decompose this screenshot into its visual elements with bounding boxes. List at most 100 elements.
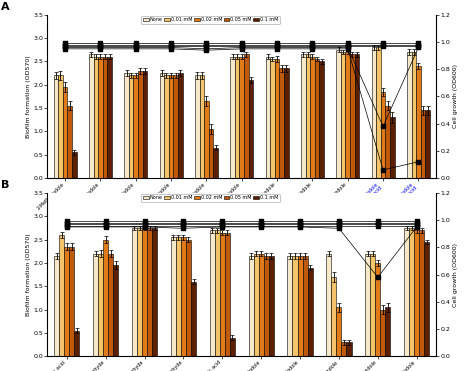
Point (238, 40, 246, 46)
Point (413, 220, 420, 226)
Bar (124, 73, 129, 178)
Point (309, 40, 316, 46)
Bar (191, 282, 196, 356)
Point (97, 40, 104, 46)
Point (257, 223, 265, 229)
Bar (375, 263, 380, 356)
Bar (319, 62, 324, 178)
Point (63, 221, 71, 227)
Bar (132, 228, 137, 356)
Bar (259, 253, 264, 356)
Bar (407, 52, 411, 178)
Bar (310, 57, 315, 178)
Point (132, 45, 139, 50)
Bar (376, 47, 381, 178)
Point (167, 43, 175, 49)
Point (167, 45, 175, 50)
Bar (416, 66, 421, 178)
Bar (213, 148, 218, 178)
Point (413, 223, 420, 229)
Point (167, 46, 175, 52)
Bar (380, 309, 385, 356)
Bar (287, 256, 292, 356)
Point (374, 219, 382, 224)
Bar (107, 57, 112, 178)
Point (180, 219, 187, 224)
Point (180, 225, 187, 231)
Bar (103, 57, 107, 178)
Point (344, 40, 352, 46)
Point (219, 220, 226, 226)
Bar (370, 253, 375, 356)
Point (102, 224, 109, 230)
Bar (390, 118, 394, 178)
Point (102, 219, 109, 224)
Point (335, 221, 343, 227)
Bar (215, 230, 220, 356)
Bar (346, 342, 352, 356)
Point (344, 42, 352, 48)
Point (379, 42, 387, 48)
Point (202, 40, 210, 46)
Bar (103, 240, 108, 356)
Point (344, 43, 352, 49)
Point (141, 221, 148, 227)
Bar (424, 242, 429, 356)
Bar (275, 59, 279, 178)
Bar (419, 230, 424, 356)
Bar (93, 57, 98, 178)
Point (132, 40, 139, 46)
Point (379, 167, 387, 173)
Bar (138, 71, 143, 178)
Point (344, 45, 352, 50)
Bar (173, 75, 178, 178)
Bar (381, 92, 385, 178)
Point (238, 45, 246, 50)
Bar (308, 267, 313, 356)
Bar (284, 69, 289, 178)
Point (273, 40, 281, 46)
Point (257, 224, 265, 230)
Point (379, 40, 387, 46)
Text: A: A (1, 1, 9, 12)
Bar (143, 71, 147, 178)
Bar (152, 228, 157, 356)
Point (180, 220, 187, 226)
Point (63, 224, 71, 230)
Bar (181, 237, 186, 356)
Bar (341, 342, 346, 356)
Point (167, 42, 175, 48)
Point (63, 219, 71, 224)
Bar (331, 277, 337, 356)
Point (415, 43, 422, 49)
Point (202, 42, 210, 48)
Point (335, 225, 343, 231)
Bar (89, 55, 93, 178)
Point (167, 40, 175, 46)
Point (61, 45, 69, 50)
Bar (254, 253, 259, 356)
Point (296, 219, 304, 224)
Bar (265, 57, 270, 178)
Point (335, 220, 343, 226)
Bar (67, 106, 72, 178)
Bar (108, 253, 113, 356)
Point (415, 40, 422, 46)
Bar (248, 256, 254, 356)
Bar (169, 75, 173, 178)
Point (296, 223, 304, 229)
Point (102, 220, 109, 226)
Bar (337, 307, 341, 356)
Bar (230, 338, 235, 356)
Bar (98, 57, 103, 178)
Point (141, 220, 148, 226)
Bar (58, 75, 63, 178)
Bar (220, 233, 225, 356)
Point (296, 220, 304, 226)
Point (141, 219, 148, 224)
Bar (315, 59, 319, 178)
Bar (341, 52, 346, 178)
Point (413, 221, 420, 227)
Point (132, 42, 139, 48)
Bar (113, 265, 118, 356)
